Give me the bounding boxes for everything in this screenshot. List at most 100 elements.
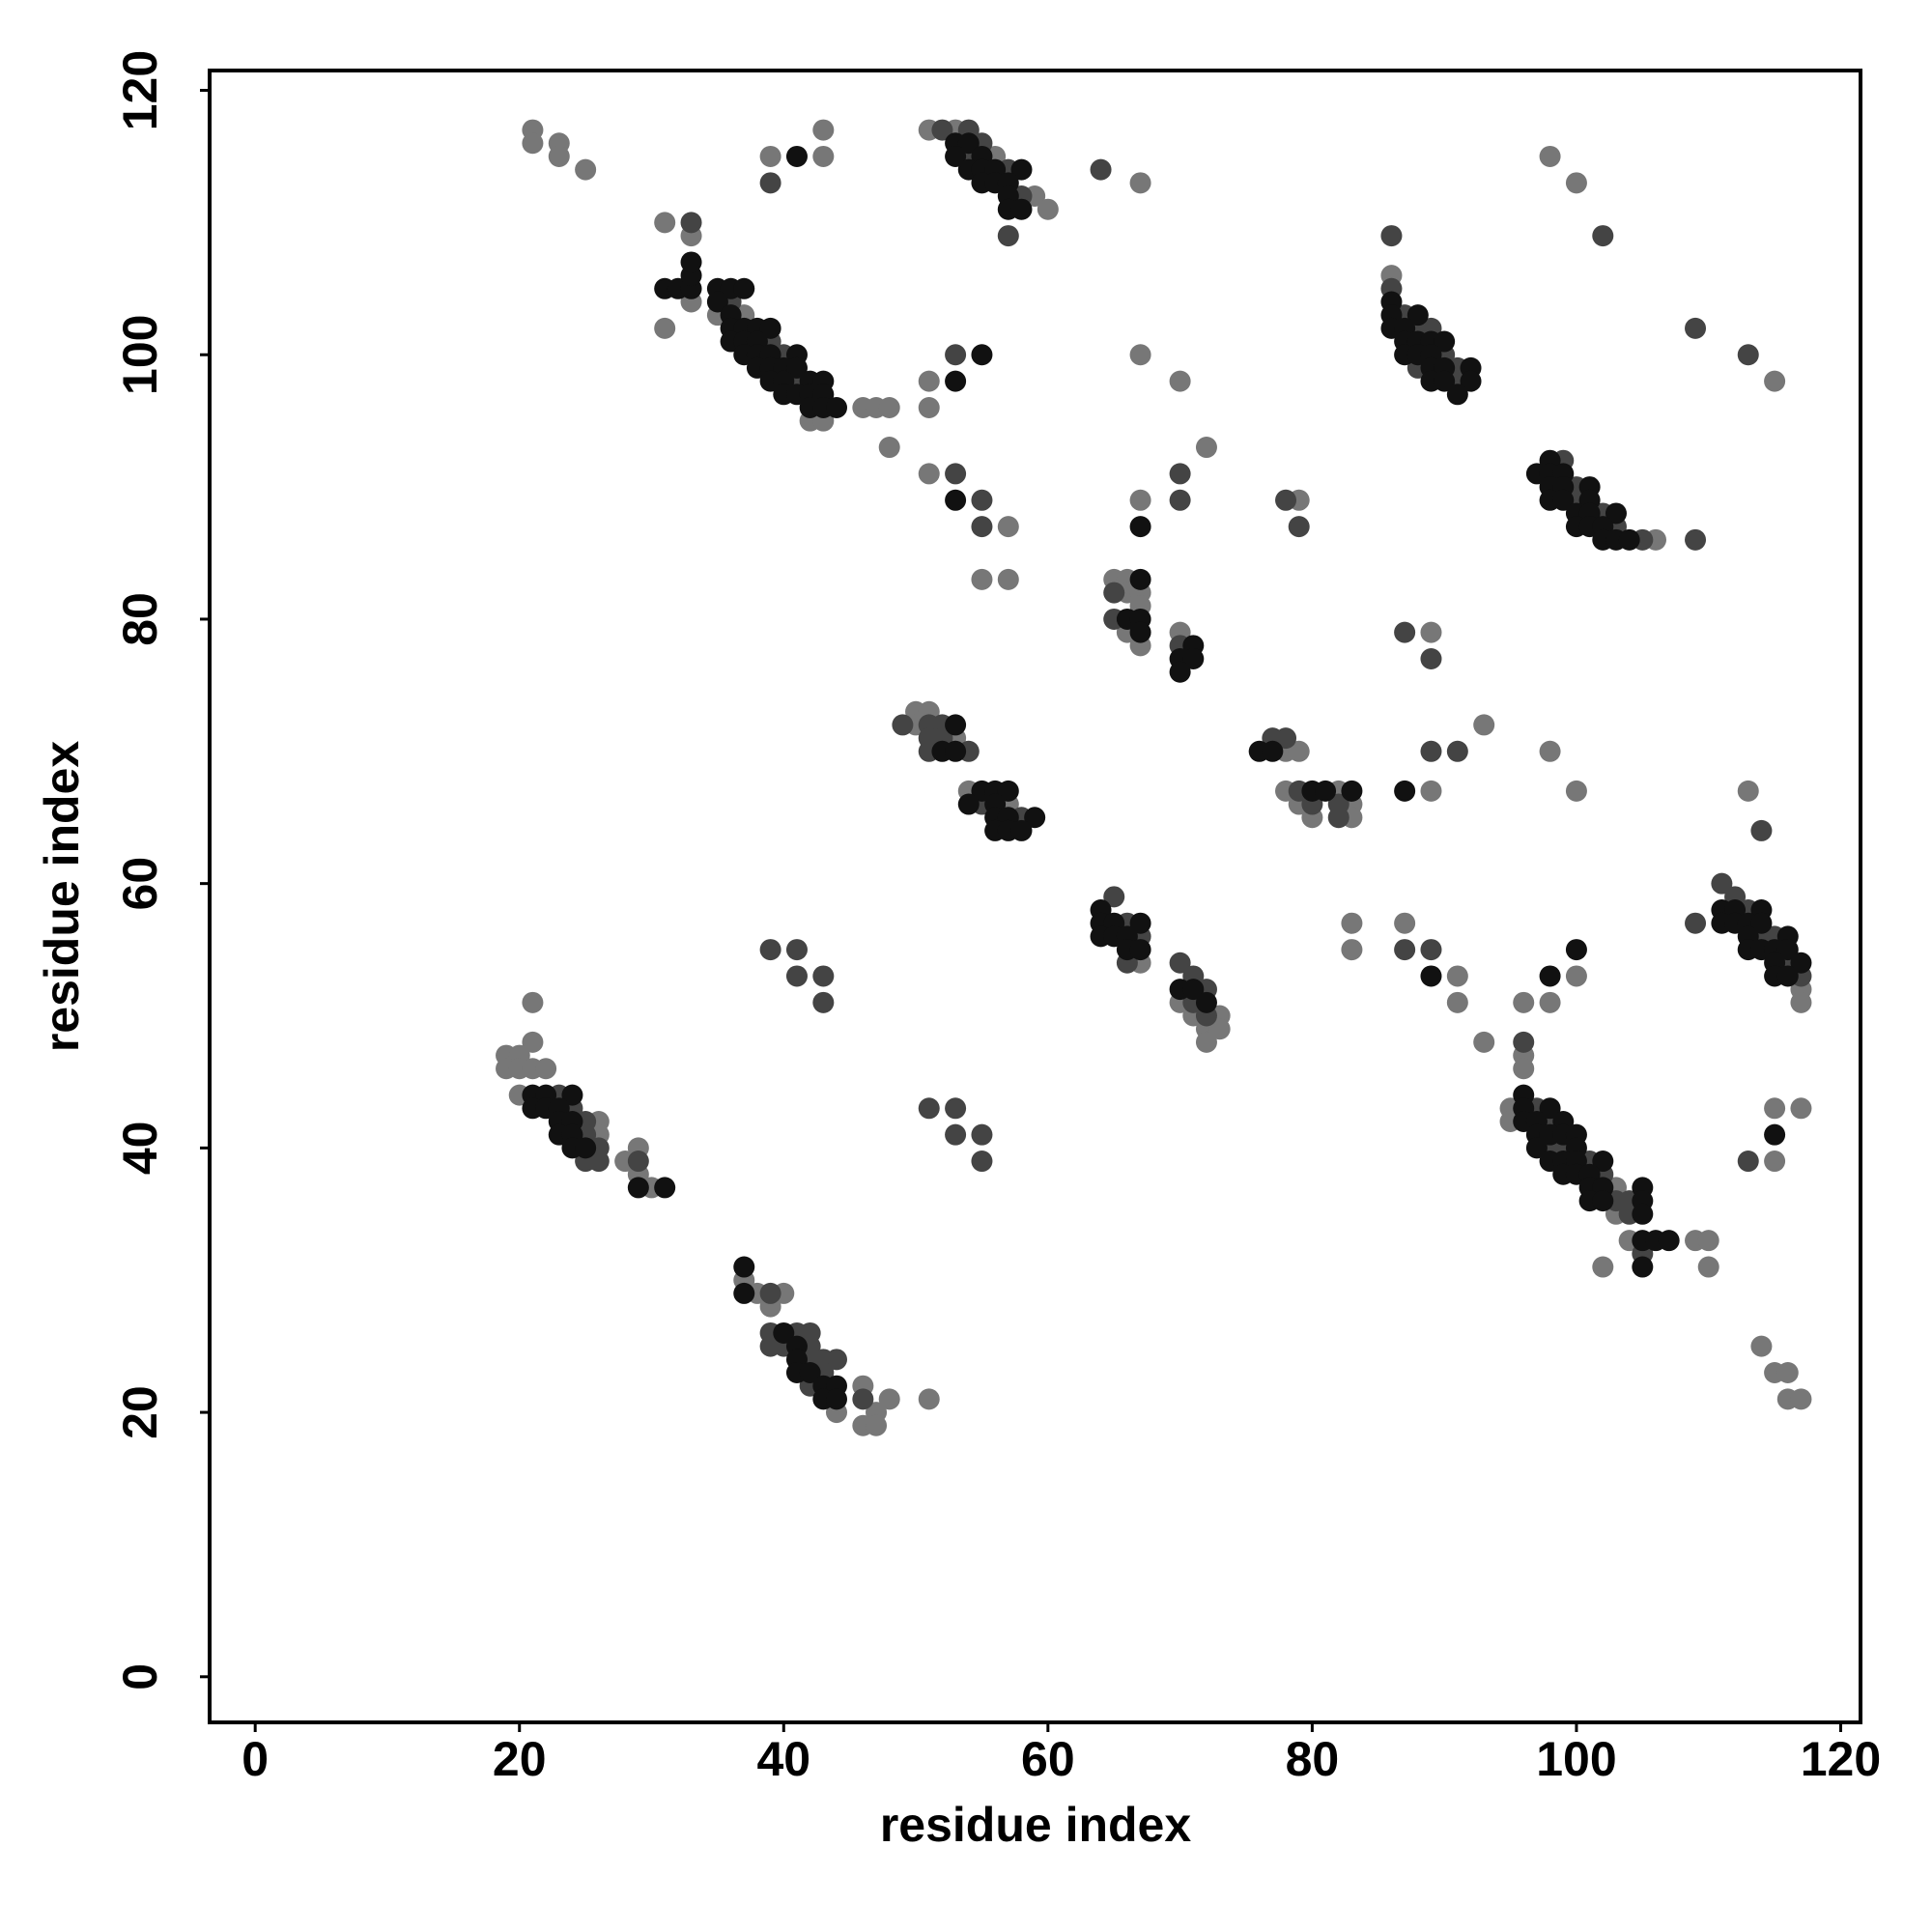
point	[1010, 198, 1033, 220]
point	[535, 1058, 557, 1080]
point	[945, 370, 967, 392]
point	[1208, 1018, 1231, 1040]
x-tick-label: 100	[1536, 1732, 1616, 1786]
point	[918, 396, 940, 418]
point	[785, 145, 808, 167]
point	[918, 370, 940, 392]
point	[1037, 198, 1059, 220]
point	[1658, 1230, 1680, 1252]
point	[971, 1123, 993, 1146]
point	[1539, 145, 1561, 167]
point	[1790, 1097, 1812, 1120]
x-tick-label: 20	[493, 1732, 547, 1786]
point	[878, 437, 900, 459]
point	[548, 145, 570, 167]
point	[892, 714, 914, 736]
point	[1460, 370, 1482, 392]
point	[1750, 819, 1773, 841]
point	[1169, 370, 1191, 392]
point	[812, 145, 835, 167]
point	[997, 516, 1019, 538]
x-tick-label: 80	[1286, 1732, 1340, 1786]
point	[971, 516, 993, 538]
y-tick-label: 80	[113, 592, 167, 646]
point	[971, 568, 993, 590]
point	[1539, 1097, 1561, 1120]
point	[1341, 939, 1363, 961]
point	[1513, 1058, 1535, 1080]
point	[918, 463, 940, 485]
point	[1592, 1256, 1614, 1278]
point	[1711, 872, 1733, 895]
point	[1632, 1203, 1654, 1225]
point	[1129, 621, 1151, 643]
point	[945, 344, 967, 366]
x-tick-label: 0	[242, 1732, 269, 1786]
point	[1776, 1362, 1799, 1384]
point	[759, 939, 781, 961]
plot-frame	[208, 69, 1862, 1724]
point	[1565, 965, 1587, 987]
point	[971, 489, 993, 511]
point	[1010, 819, 1033, 841]
point	[945, 740, 967, 762]
point	[654, 317, 676, 339]
point	[773, 1321, 795, 1344]
point	[1685, 528, 1707, 551]
point	[1182, 648, 1205, 670]
point	[759, 145, 781, 167]
point	[759, 172, 781, 194]
point	[1539, 740, 1561, 762]
point	[1380, 225, 1403, 247]
point	[1129, 172, 1151, 194]
point	[785, 939, 808, 961]
point	[1592, 225, 1614, 247]
point	[1764, 1151, 1786, 1173]
point	[825, 1349, 847, 1371]
point	[1790, 952, 1812, 974]
point	[1129, 344, 1151, 366]
point	[1565, 172, 1587, 194]
point	[627, 1177, 649, 1199]
point	[1010, 158, 1033, 181]
point	[945, 145, 967, 167]
point	[1262, 740, 1284, 762]
point	[1275, 489, 1297, 511]
point	[1129, 939, 1151, 961]
point	[759, 1282, 781, 1304]
point	[1685, 912, 1707, 934]
point	[1697, 1230, 1719, 1252]
point	[1420, 939, 1442, 961]
point	[1420, 965, 1442, 987]
point	[1513, 991, 1535, 1013]
point	[878, 1388, 900, 1410]
y-tick-label: 120	[113, 50, 167, 130]
point	[733, 277, 755, 299]
point	[812, 119, 835, 141]
point	[1275, 727, 1297, 750]
point	[971, 1151, 993, 1173]
point	[1327, 807, 1350, 829]
point	[931, 119, 953, 141]
point	[1750, 912, 1773, 934]
point	[785, 965, 808, 987]
point	[945, 714, 967, 736]
point	[759, 317, 781, 339]
point	[997, 225, 1019, 247]
point	[733, 1256, 755, 1278]
y-tick-label: 60	[113, 857, 167, 911]
point	[1552, 489, 1575, 511]
point	[1169, 489, 1191, 511]
point	[1737, 344, 1759, 366]
point	[1103, 886, 1125, 908]
y-tick-label: 40	[113, 1122, 167, 1176]
point	[945, 1123, 967, 1146]
point	[1764, 1097, 1786, 1120]
point	[733, 1282, 755, 1304]
point	[1764, 370, 1786, 392]
point	[957, 132, 980, 155]
x-tick-label: 40	[756, 1732, 810, 1786]
point	[785, 356, 808, 379]
